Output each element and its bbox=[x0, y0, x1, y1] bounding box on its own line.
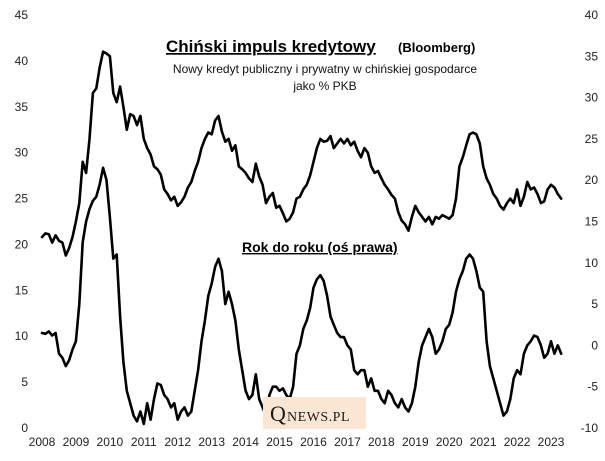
left-y-tick-label: 40 bbox=[15, 54, 29, 68]
x-tick-label: 2021 bbox=[470, 435, 497, 449]
x-tick-label: 2012 bbox=[164, 435, 191, 449]
x-tick-label: 2023 bbox=[538, 435, 565, 449]
left-y-tick-label: 25 bbox=[15, 192, 29, 206]
right-y-tick-label: 10 bbox=[585, 256, 599, 270]
right-y-tick-label: 25 bbox=[585, 132, 599, 146]
series-annotation: Rok do roku (oś prawa) bbox=[242, 239, 398, 255]
right-y-tick-label: 15 bbox=[585, 215, 599, 229]
x-tick-label: 2020 bbox=[436, 435, 463, 449]
left-y-tick-label: 35 bbox=[15, 100, 29, 114]
x-tick-label: 2013 bbox=[198, 435, 225, 449]
x-tick-label: 2022 bbox=[504, 435, 531, 449]
left-y-tick-label: 10 bbox=[15, 329, 29, 343]
chart-title: Chiński impuls kredytowy bbox=[166, 37, 376, 56]
x-tick-label: 2008 bbox=[29, 435, 56, 449]
x-tick-label: 2017 bbox=[334, 435, 361, 449]
chart-subtitle-line-1: Nowy kredyt publiczny i prywatny w chińs… bbox=[173, 62, 477, 76]
logo-q: Q bbox=[270, 401, 286, 426]
left-y-tick-label: 0 bbox=[21, 421, 28, 435]
series-yoy-line bbox=[40, 166, 563, 426]
right-y-tick-label: -5 bbox=[587, 380, 598, 394]
logo-background bbox=[263, 397, 366, 429]
left-axis-ticks: 0 5 10 15 20 25 30 35 40 45 bbox=[15, 8, 29, 435]
right-y-tick-label: 20 bbox=[585, 173, 599, 187]
series-group bbox=[40, 50, 563, 426]
x-tick-label: 2010 bbox=[97, 435, 124, 449]
left-y-tick-label: 30 bbox=[15, 146, 29, 160]
logo: Q NEWS.PL bbox=[263, 397, 366, 429]
x-tick-label: 2011 bbox=[131, 435, 157, 449]
x-tick-label: 2009 bbox=[63, 435, 90, 449]
chart-subtitle-line-2: jako % PKB bbox=[292, 79, 356, 93]
x-tick-label: 2016 bbox=[300, 435, 327, 449]
x-tick-label: 2018 bbox=[368, 435, 395, 449]
series-credit-impulse-line bbox=[40, 50, 563, 257]
x-tick-label: 2019 bbox=[402, 435, 429, 449]
right-y-tick-label: -10 bbox=[581, 421, 599, 435]
left-y-tick-label: 15 bbox=[15, 283, 29, 297]
left-y-tick-label: 45 bbox=[15, 8, 29, 22]
x-axis-ticks: 2008 2009 2010 2011 2012 2013 2014 2015 2016 2017… bbox=[29, 435, 565, 449]
x-tick-label: 2015 bbox=[266, 435, 293, 449]
right-y-tick-label: 35 bbox=[585, 49, 599, 63]
chart-title-source: (Bloomberg) bbox=[398, 40, 475, 55]
right-y-tick-label: 0 bbox=[591, 338, 598, 352]
right-y-tick-label: 5 bbox=[591, 297, 598, 311]
logo-text: NEWS.PL bbox=[287, 410, 350, 425]
right-y-tick-label: 40 bbox=[585, 8, 599, 22]
right-axis-ticks: -10 -5 0 5 10 15 20 25 30 35 40 bbox=[581, 8, 599, 435]
left-y-tick-label: 5 bbox=[21, 375, 28, 389]
right-y-tick-label: 30 bbox=[585, 91, 599, 105]
x-tick-label: 2014 bbox=[232, 435, 259, 449]
left-y-tick-label: 20 bbox=[15, 237, 29, 251]
